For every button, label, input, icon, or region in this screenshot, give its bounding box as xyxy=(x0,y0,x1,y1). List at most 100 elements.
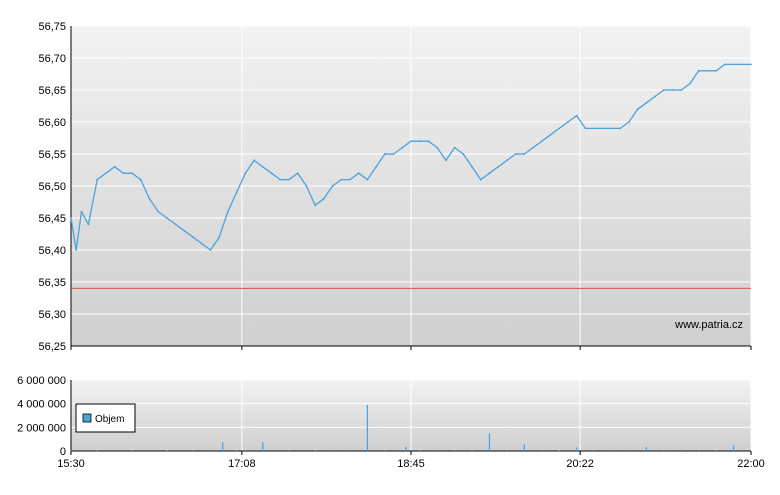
volume-bar xyxy=(610,449,613,451)
x-tick-label: 15:30 xyxy=(57,458,85,470)
price-y-tick-label: 56,25 xyxy=(38,341,66,353)
price-point xyxy=(732,63,735,66)
price-point xyxy=(392,153,395,155)
price-y-tick-label: 56,60 xyxy=(38,117,66,129)
price-point xyxy=(436,146,439,149)
price-point xyxy=(427,140,430,143)
price-point xyxy=(200,242,203,245)
price-point xyxy=(444,159,447,162)
price-point xyxy=(165,217,168,219)
price-point xyxy=(401,146,404,149)
volume-bar xyxy=(732,445,735,451)
price-point xyxy=(479,178,482,181)
price-point xyxy=(279,178,282,181)
legend-swatch xyxy=(82,413,92,423)
price-point xyxy=(253,159,255,162)
price-point xyxy=(471,165,473,168)
volume-bar xyxy=(96,450,98,452)
price-point xyxy=(750,63,752,66)
price-point xyxy=(671,89,674,91)
price-point xyxy=(540,140,543,143)
price-point xyxy=(288,178,290,181)
price-point xyxy=(314,204,317,207)
volume-y-tick-label: 4 000 000 xyxy=(17,399,66,411)
volume-bar xyxy=(131,450,133,451)
price-point xyxy=(410,140,412,143)
price-point xyxy=(183,229,186,232)
price-point xyxy=(628,121,630,123)
volume-bar xyxy=(453,450,456,451)
volume-bar xyxy=(541,450,543,451)
price-point xyxy=(723,63,726,66)
price-point xyxy=(715,69,718,72)
price-point xyxy=(148,197,151,200)
volume-bar xyxy=(419,450,421,451)
volume-bar xyxy=(715,450,717,451)
price-point xyxy=(610,127,613,130)
price-point xyxy=(349,178,351,181)
price-point xyxy=(139,178,142,181)
price-point xyxy=(523,153,526,155)
price-y-tick-label: 56,35 xyxy=(38,277,66,289)
price-point xyxy=(131,172,133,175)
price-point xyxy=(235,191,238,194)
volume-bar xyxy=(576,447,578,451)
price-panel: 56,25 56,30 56,35 56,40 56,45 56,50 56,55 56,60… xyxy=(38,21,752,353)
price-point xyxy=(261,165,264,168)
price-point xyxy=(357,172,360,175)
price-y-tick-label: 56,50 xyxy=(38,181,66,193)
price-point xyxy=(331,185,334,187)
volume-bar xyxy=(349,449,351,451)
price-point xyxy=(575,114,578,117)
price-y-tick-label: 56,65 xyxy=(38,85,66,97)
price-point xyxy=(636,108,639,111)
price-point xyxy=(157,210,160,213)
price-point xyxy=(488,172,491,175)
volume-bar xyxy=(471,450,473,451)
price-y-tick-label: 56,45 xyxy=(38,213,66,225)
volume-y-tick-label: 2 000 000 xyxy=(17,422,66,434)
x-tick-label: 17:08 xyxy=(228,458,256,470)
price-point xyxy=(174,223,177,226)
price-point xyxy=(322,197,325,200)
volume-panel: 0 2 000 000 4 000 000 6 000 000 15:30 17:08 18… xyxy=(17,375,765,470)
watermark: www.patria.cz xyxy=(674,319,743,331)
price-point xyxy=(567,121,569,123)
x-tick-label: 18:45 xyxy=(397,458,425,470)
volume-bar xyxy=(645,446,647,451)
price-point xyxy=(418,140,421,143)
price-point xyxy=(689,82,691,85)
price-point xyxy=(70,217,72,219)
price-point xyxy=(340,178,343,181)
x-tick-label: 22:00 xyxy=(737,458,765,470)
volume-bar xyxy=(680,449,682,451)
volume-bar xyxy=(488,433,491,451)
price-y-tick-label: 56,55 xyxy=(38,149,66,161)
volume-bar xyxy=(628,449,630,451)
price-point xyxy=(122,172,125,175)
volume-bar xyxy=(523,444,525,451)
volume-y-tick-label: 6 000 000 xyxy=(17,375,66,387)
volume-bar xyxy=(558,450,560,451)
price-series-line xyxy=(70,63,751,251)
price-point xyxy=(218,236,221,239)
price-point xyxy=(505,159,508,162)
price-point xyxy=(706,69,709,72)
price-point xyxy=(80,210,83,213)
volume-bar xyxy=(314,450,316,451)
price-point xyxy=(514,153,517,155)
price-point xyxy=(366,178,369,181)
volume-bar xyxy=(262,442,264,451)
legend-label: Objem xyxy=(95,414,124,425)
volume-legend: Objem xyxy=(75,403,136,433)
price-y-tick-label: 56,70 xyxy=(38,53,66,65)
price-point xyxy=(383,153,386,155)
x-tick-label: 20:22 xyxy=(566,458,594,470)
price-point xyxy=(227,210,229,213)
price-point xyxy=(192,236,194,239)
price-point xyxy=(75,249,78,251)
price-point xyxy=(453,146,456,149)
volume-bar xyxy=(222,442,224,451)
volume-bar xyxy=(236,450,238,451)
